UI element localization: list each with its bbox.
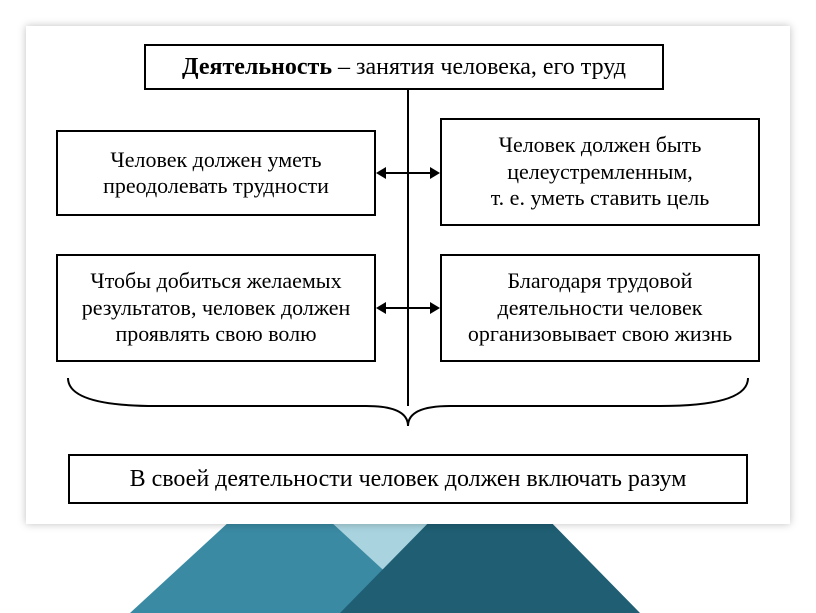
box-right-1: Человек должен быть целеустремленным, т.… [440, 118, 760, 226]
box-left-1-line1: Человек должен уметь [110, 147, 321, 173]
box-left-2: Чтобы добиться желаемых результатов, чел… [56, 254, 376, 362]
title-text: Деятельность – занятия человека, его тру… [182, 53, 626, 82]
box-right-1-line2: целеустремленным, [507, 159, 693, 185]
title-box: Деятельность – занятия человека, его тру… [144, 44, 664, 90]
box-left-2-line3: проявлять свою волю [115, 321, 316, 347]
box-left-2-line1: Чтобы добиться желаемых [90, 268, 341, 294]
bottom-text: В своей деятельности человек должен вклю… [130, 465, 687, 494]
title-rest: – занятия человека, его труд [332, 54, 626, 80]
box-right-2-line2: деятельности человек [498, 295, 703, 321]
slide-background: Деятельность – занятия человека, его тру… [0, 0, 816, 613]
box-right-1-line3: т. е. уметь ставить цель [491, 185, 710, 211]
box-right-1-line1: Человек должен быть [499, 132, 702, 158]
box-right-2-line3: организовывает свою жизнь [468, 321, 732, 347]
box-right-2: Благодаря трудовой деятельности человек … [440, 254, 760, 362]
box-left-2-line2: результатов, человек должен [82, 295, 351, 321]
box-left-1: Человек должен уметь преодолевать трудно… [56, 130, 376, 216]
title-bold: Деятельность [182, 54, 332, 80]
box-left-1-line2: преодолевать трудности [103, 173, 329, 199]
bottom-box: В своей деятельности человек должен вклю… [68, 454, 748, 504]
box-right-2-line1: Благодаря трудовой [508, 268, 693, 294]
diagram-panel: Деятельность – занятия человека, его тру… [26, 26, 790, 524]
